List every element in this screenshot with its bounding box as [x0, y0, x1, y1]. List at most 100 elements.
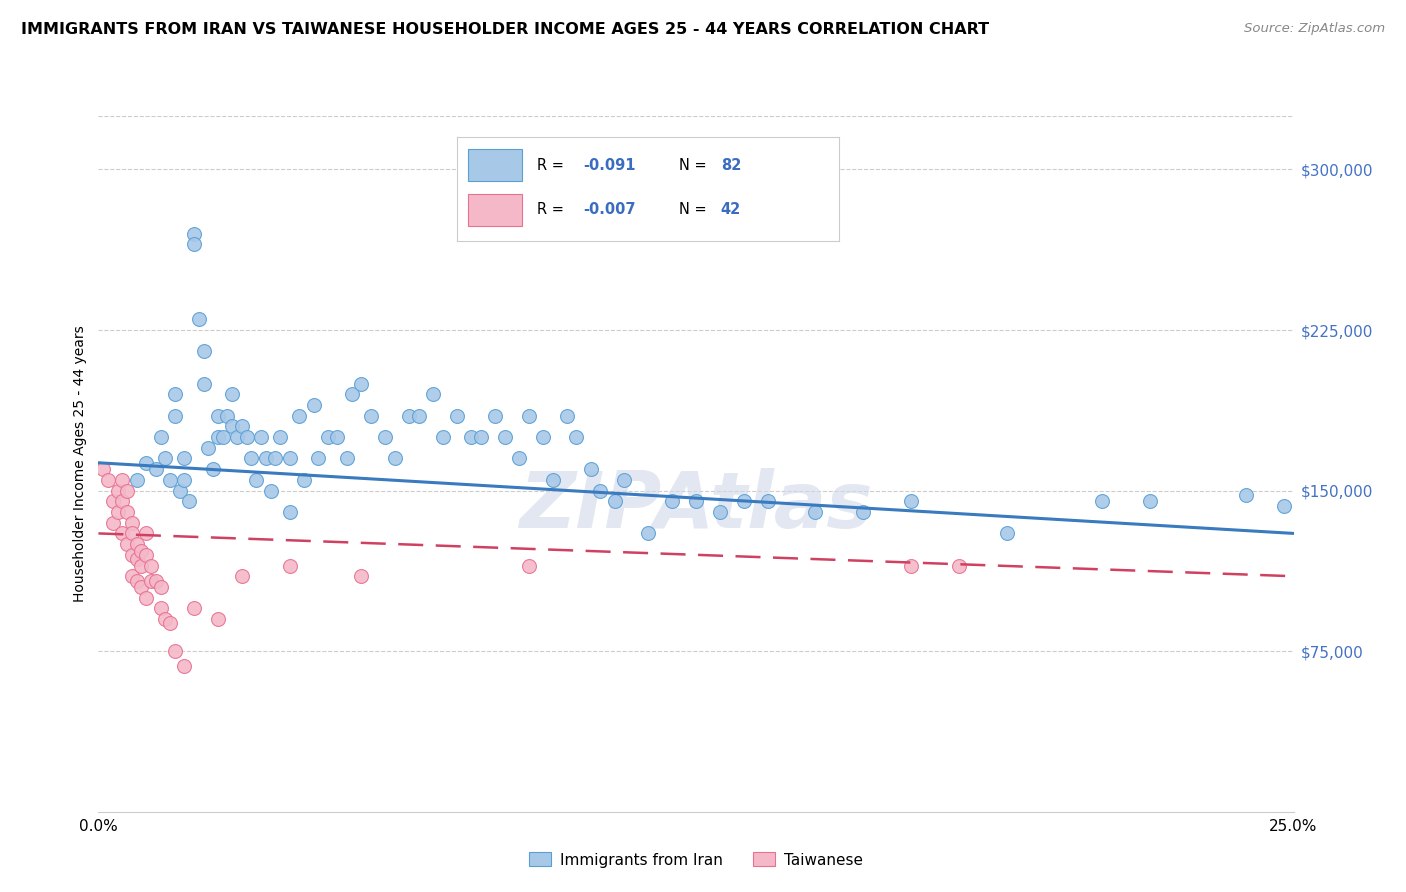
Point [508, 451, 530, 466]
Point [603, 494, 626, 508]
Text: ZIPAtlas: ZIPAtlas [519, 467, 873, 543]
Point [484, 409, 506, 423]
Point [231, 569, 253, 583]
Point [101, 516, 124, 530]
Point [685, 494, 707, 508]
Point [398, 409, 420, 423]
Point [149, 601, 172, 615]
Point [163, 409, 186, 423]
Point [135, 591, 157, 605]
Point [139, 574, 162, 588]
Point [709, 505, 731, 519]
Point [193, 376, 215, 391]
Point [211, 430, 233, 444]
Point [995, 526, 1018, 541]
Point [183, 601, 205, 615]
Point [226, 430, 249, 444]
Point [125, 537, 148, 551]
Point [1139, 494, 1161, 508]
Point [107, 483, 129, 498]
Point [173, 451, 195, 466]
Point [517, 409, 540, 423]
Point [852, 505, 875, 519]
Point [111, 526, 134, 541]
Point [145, 462, 167, 476]
Point [193, 344, 215, 359]
Point [107, 505, 129, 519]
Point [163, 644, 186, 658]
Point [145, 574, 167, 588]
Point [121, 548, 143, 562]
Point [135, 526, 157, 541]
Point [1234, 488, 1257, 502]
Point [101, 494, 124, 508]
Point [139, 558, 162, 573]
Point [316, 430, 339, 444]
Point [733, 494, 755, 508]
Point [231, 419, 253, 434]
Point [240, 451, 263, 466]
Point [221, 387, 243, 401]
Point [221, 419, 243, 434]
Point [1091, 494, 1114, 508]
Point [1272, 499, 1295, 513]
Point [350, 376, 373, 391]
Point [460, 430, 482, 444]
Point [541, 473, 564, 487]
Point [135, 456, 157, 470]
Point [613, 473, 636, 487]
Point [155, 451, 177, 466]
Point [555, 409, 578, 423]
Point [121, 569, 143, 583]
Point [187, 312, 209, 326]
Point [207, 612, 229, 626]
Point [292, 473, 315, 487]
Point [278, 558, 301, 573]
Point [207, 409, 229, 423]
Point [149, 430, 172, 444]
Point [197, 441, 219, 455]
Point [302, 398, 325, 412]
Point [183, 227, 205, 241]
Point [155, 612, 177, 626]
Point [163, 387, 186, 401]
Point [135, 548, 157, 562]
Point [250, 430, 273, 444]
Point [91, 462, 114, 476]
Point [131, 543, 153, 558]
Point [384, 451, 406, 466]
Point [125, 552, 148, 566]
Point [288, 409, 311, 423]
Point [121, 526, 143, 541]
Point [350, 569, 373, 583]
Point [217, 409, 239, 423]
Point [121, 516, 143, 530]
Point [259, 483, 281, 498]
Y-axis label: Householder Income Ages 25 - 44 years: Householder Income Ages 25 - 44 years [73, 326, 87, 602]
Point [111, 494, 134, 508]
Text: Source: ZipAtlas.com: Source: ZipAtlas.com [1244, 22, 1385, 36]
Point [661, 494, 683, 508]
Point [579, 462, 602, 476]
Point [470, 430, 492, 444]
Point [948, 558, 970, 573]
Point [115, 483, 138, 498]
Point [278, 505, 301, 519]
Point [173, 473, 195, 487]
Point [159, 473, 181, 487]
Point [565, 430, 588, 444]
Point [131, 580, 153, 594]
Point [179, 494, 201, 508]
Point [756, 494, 779, 508]
Point [264, 451, 287, 466]
Point [360, 409, 382, 423]
Point [326, 430, 349, 444]
Point [374, 430, 396, 444]
Point [115, 505, 138, 519]
Point [517, 558, 540, 573]
Point [183, 237, 205, 252]
Point [637, 526, 659, 541]
Point [202, 462, 225, 476]
Point [900, 558, 922, 573]
Point [245, 473, 267, 487]
